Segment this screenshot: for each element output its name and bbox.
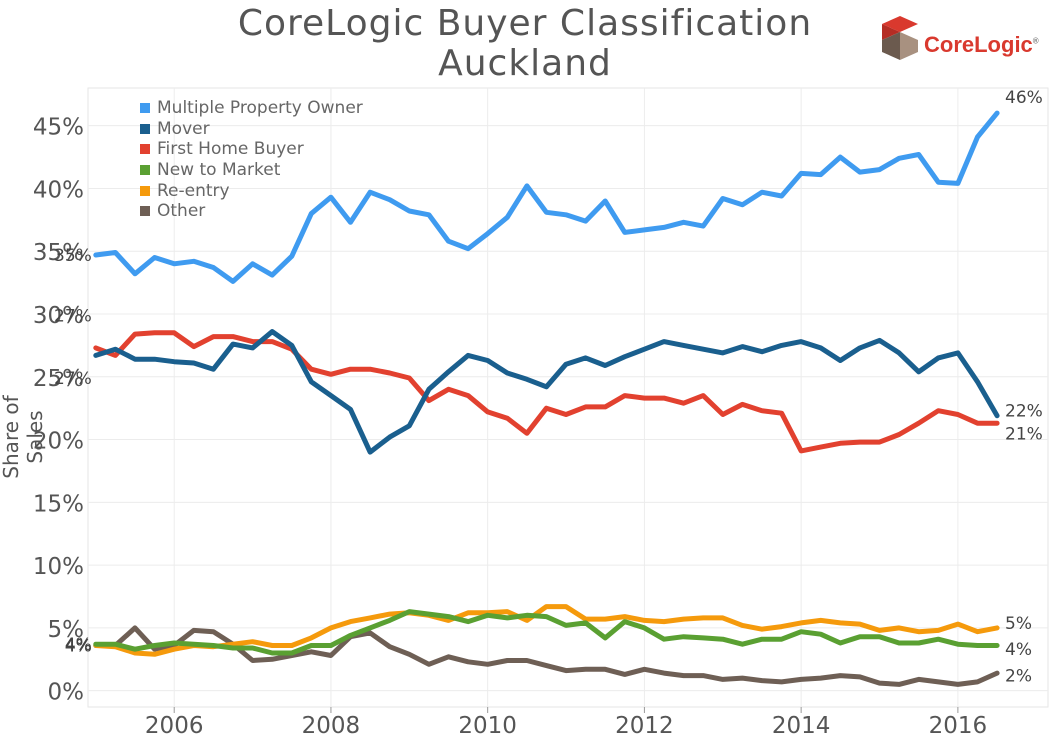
corelogic-logo: CoreLogic®: [878, 14, 1048, 64]
legend-label: Re-entry: [157, 180, 230, 201]
y-axis: 0% 5% 10% 15% 20% 25% 30% 35% 40% 45%: [33, 115, 84, 706]
logo-text: CoreLogic: [924, 32, 1033, 57]
y-tick-label: 0%: [48, 680, 85, 706]
series-line-multiple-property-owner: [93, 110, 1000, 284]
y-tick-label: 25%: [33, 366, 84, 392]
x-axis: 2006 2008 2010 2012 2014 2016: [145, 707, 987, 739]
y-tick-label: 10%: [33, 554, 84, 580]
legend-label: Mover: [157, 118, 210, 139]
logo-registered-mark: ®: [1032, 36, 1039, 46]
chart-title-line1: CoreLogic Buyer Classification: [237, 3, 813, 44]
end-value-label: 4%: [1005, 640, 1032, 660]
end-value-label: 5%: [1005, 614, 1032, 634]
y-axis-title: Share of Sales: [0, 395, 47, 479]
series-line-other: [93, 625, 1000, 687]
chart-title-line2: Auckland: [438, 43, 612, 84]
legend-swatch: [140, 103, 150, 114]
y-tick-label: 5%: [48, 617, 85, 643]
y-tick-label: 45%: [33, 115, 84, 141]
y-tick-label: 30%: [33, 303, 84, 329]
start-value-label: 4%: [65, 636, 92, 656]
legend-item: Re-entry: [140, 180, 363, 201]
legend-item: Other: [140, 201, 363, 222]
x-tick-label: 2006: [145, 713, 204, 739]
legend-swatch: [140, 144, 150, 155]
legend-label: First Home Buyer: [157, 139, 304, 160]
start-value-label: 4%: [65, 636, 92, 656]
start-value-label: 35%: [54, 246, 92, 266]
end-value-label: 22%: [1005, 402, 1043, 422]
y-tick-label: 15%: [33, 491, 84, 517]
corelogic-cube-icon: [882, 16, 918, 60]
y-tick-label: 35%: [33, 240, 84, 266]
x-tick-label: 2008: [302, 713, 361, 739]
series-line-first-home-buyer: [93, 330, 1000, 454]
x-tick-label: 2012: [615, 713, 674, 739]
x-tick-label: 2014: [772, 713, 831, 739]
legend-swatch: [140, 206, 150, 217]
series-lines: [93, 110, 1000, 687]
legend: Multiple Property Owner Mover First Home B…: [140, 98, 363, 222]
series-line-re-entry: [93, 604, 1000, 657]
legend-label: Multiple Property Owner: [157, 98, 363, 119]
logo-wordmark: CoreLogic®: [924, 32, 1039, 58]
plot-frame: [87, 87, 1049, 708]
series-line-mover: [93, 329, 1000, 455]
legend-label: Other: [157, 201, 206, 222]
data-labels: 46%35%22%27%21%27%4%4%5%4%2%4%: [54, 88, 1043, 687]
end-value-label: 46%: [1005, 88, 1043, 108]
y-tick-label: 40%: [33, 177, 84, 203]
legend-item: First Home Buyer: [140, 139, 363, 160]
x-tick-label: 2016: [929, 713, 988, 739]
x-tick-label: 2010: [458, 713, 517, 739]
y-tick-label: 20%: [33, 429, 84, 455]
legend-swatch: [140, 185, 150, 196]
start-value-label: 27%: [54, 306, 92, 326]
end-value-label: 2%: [1005, 667, 1032, 687]
series-line-new-to-market: [93, 609, 1000, 656]
legend-swatch: [140, 165, 150, 176]
end-value-label: 21%: [1005, 424, 1043, 444]
legend-item: Multiple Property Owner: [140, 98, 363, 119]
start-value-label: 4%: [65, 635, 92, 655]
legend-item: New to Market: [140, 160, 363, 181]
legend-swatch: [140, 123, 150, 134]
legend-item: Mover: [140, 119, 363, 140]
legend-label: New to Market: [157, 160, 281, 181]
start-value-label: 27%: [54, 369, 92, 389]
